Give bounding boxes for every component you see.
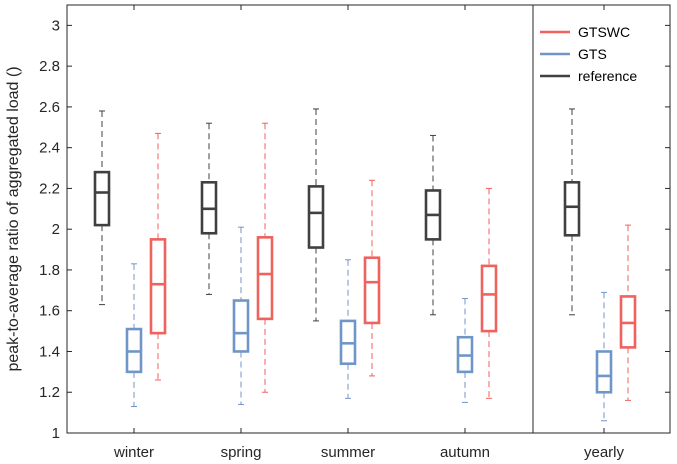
box-reference-summer (309, 109, 323, 321)
x-tick-label-yearly: yearly (584, 444, 625, 461)
plot-area: 1 1.2 1.4 1.6 1.8 2 2.2 2.4 2.6 2.8 3 winter spring s… (39, 5, 670, 461)
box-GTS-spring (234, 227, 248, 404)
x-tick-label-spring: spring (221, 444, 262, 461)
box-GTSWC-summer (365, 180, 379, 376)
y-tick-label: 2.2 (39, 180, 60, 197)
legend-label-GTS: GTS (578, 46, 607, 62)
box-iqr (365, 258, 379, 323)
box-iqr (565, 182, 579, 235)
y-axis-title: peak-to-average ratio of aggregated load… (5, 66, 22, 371)
box-iqr (151, 239, 165, 333)
y-tick-label: 2.4 (39, 140, 60, 157)
box-GTSWC-yearly (621, 225, 635, 400)
box-GTS-summer (341, 260, 355, 399)
x-tick-label-autumn: autumn (440, 444, 490, 461)
box-GTS-yearly (597, 292, 611, 420)
box-iqr (597, 351, 611, 392)
legend-label-reference: reference (578, 68, 637, 84)
y-tick-label: 1.4 (39, 343, 60, 360)
box-iqr (95, 172, 109, 225)
box-GTSWC-winter (151, 133, 165, 380)
box-GTS-autumn (458, 298, 472, 402)
y-tick-label: 1 (52, 425, 60, 442)
box-iqr (258, 237, 272, 319)
y-tick-label: 1.8 (39, 262, 60, 279)
y-tick-label: 2.8 (39, 58, 60, 75)
box-iqr (309, 186, 323, 247)
box-plot-chart: 1 1.2 1.4 1.6 1.8 2 2.2 2.4 2.6 2.8 3 winter spring s… (0, 0, 677, 464)
box-reference-yearly (565, 109, 579, 315)
box-iqr (234, 301, 248, 352)
box-reference-spring (202, 123, 216, 294)
y-tick-label: 3 (52, 17, 60, 34)
y-tick-label: 1.2 (39, 384, 60, 401)
box-reference-autumn (426, 135, 440, 314)
box-iqr (482, 266, 496, 331)
legend-label-GTSWC: GTSWC (578, 24, 630, 40)
box-GTS-winter (127, 264, 141, 407)
y-tick-label: 1.6 (39, 303, 60, 320)
y-tick-label: 2.6 (39, 99, 60, 116)
box-reference-winter (95, 111, 109, 305)
box-GTSWC-autumn (482, 188, 496, 398)
y-tick-label: 2 (52, 221, 60, 238)
x-tick-label-summer: summer (321, 444, 375, 461)
box-GTSWC-spring (258, 123, 272, 392)
legend: GTSWC GTS reference (540, 24, 637, 84)
x-tick-label-winter: winter (113, 444, 154, 461)
